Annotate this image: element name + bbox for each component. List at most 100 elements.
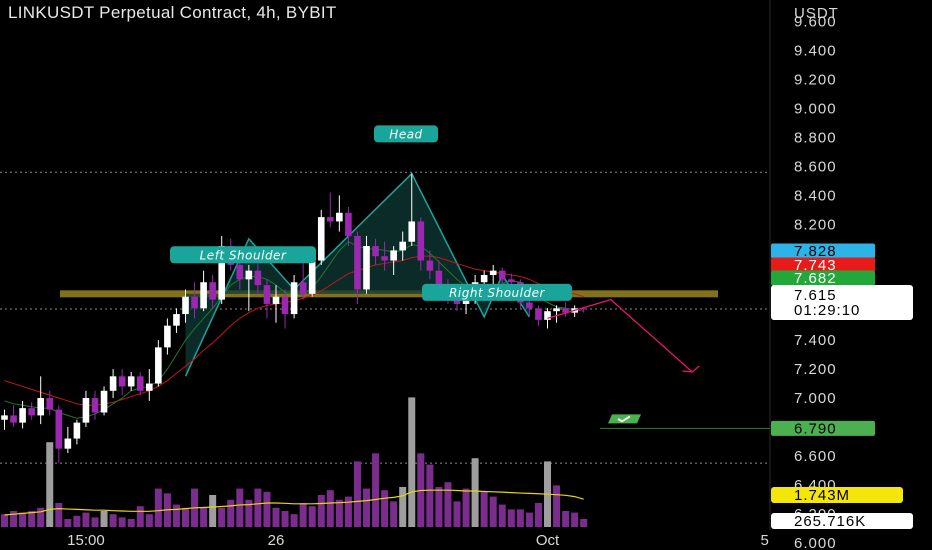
volume-bar	[426, 464, 434, 527]
candle-body	[28, 408, 35, 416]
candle-body	[526, 302, 533, 309]
candle-body	[553, 308, 560, 312]
volume-bar	[28, 511, 36, 527]
price-tag	[771, 270, 875, 286]
volume-tag	[771, 513, 913, 529]
volume-bar	[227, 499, 235, 527]
candle-body	[544, 311, 551, 320]
candle-body	[336, 212, 343, 222]
volume-bar	[399, 487, 407, 527]
candle-body	[535, 308, 542, 320]
time-tick: 15:00	[67, 532, 105, 549]
volume-bar	[372, 453, 380, 527]
volume-bar	[462, 488, 470, 527]
price-tick: 7.400	[794, 332, 837, 349]
candle-body	[91, 398, 99, 413]
volume-bar	[118, 517, 126, 527]
candle-body	[173, 314, 180, 326]
price-tick: 8.800	[794, 130, 837, 147]
candles	[1, 173, 587, 464]
candle-body	[245, 270, 253, 280]
volume-bar	[263, 491, 271, 527]
volume-bar	[435, 487, 443, 527]
projection-line	[547, 298, 693, 373]
volume-bar	[19, 512, 27, 527]
volume-bar	[363, 488, 370, 527]
candle-body	[390, 250, 397, 261]
candle-body	[73, 422, 81, 439]
candle-body	[100, 390, 108, 413]
candle-body	[580, 308, 587, 310]
candle-body	[417, 221, 425, 261]
volume-bar	[136, 506, 144, 527]
candle-body	[218, 246, 225, 300]
volume-bar	[326, 490, 334, 527]
current-price-tag	[771, 285, 913, 320]
volume-bar	[46, 442, 54, 527]
candle-body	[317, 217, 325, 261]
volume-ma-line	[4, 489, 584, 516]
volume-bar	[172, 504, 180, 527]
candle-body	[136, 376, 144, 391]
countdown-timer: 01:29:10	[794, 302, 860, 319]
candle-body	[345, 212, 352, 236]
price-tick: 9.400	[794, 43, 837, 60]
price-tag	[771, 243, 875, 259]
volume-bar	[507, 509, 515, 527]
candle-body	[155, 347, 162, 384]
volume-bar	[498, 504, 506, 527]
candle-body	[363, 246, 370, 290]
volume-bar	[308, 506, 316, 527]
price-tick: 7.200	[794, 361, 837, 378]
volume-bar	[100, 511, 108, 527]
candle-body	[254, 270, 262, 286]
candle-body	[1, 415, 8, 420]
pattern-label-text: Right Shoulder	[449, 286, 545, 300]
candle-body	[381, 256, 388, 261]
volume-bar	[408, 397, 416, 527]
price-tick: 6.000	[794, 535, 837, 550]
volume-bar	[200, 507, 208, 527]
price-tick: 8.200	[794, 216, 837, 233]
pattern-label: Head	[374, 125, 438, 143]
candle-body	[498, 270, 506, 280]
ma-fast-line	[4, 241, 584, 419]
volume-tag-value: 1.743M	[794, 487, 850, 504]
candle-body	[426, 260, 434, 271]
candle-body	[327, 217, 334, 222]
volume-bar	[73, 515, 81, 527]
candle-body	[435, 270, 443, 286]
candle-body	[263, 285, 271, 304]
chart-title: LINKUSDT Perpetual Contract, 4h, BYBIT	[8, 3, 337, 22]
candle-body	[562, 308, 569, 313]
volume-bar	[254, 488, 262, 527]
price-tick: 9.600	[794, 14, 837, 31]
volume-tag	[771, 487, 903, 503]
candle-body	[399, 241, 406, 251]
volume-bar	[245, 499, 253, 527]
volume-bar	[381, 490, 389, 527]
volume-bar	[272, 507, 280, 527]
volume-bar	[444, 482, 452, 527]
volume-bar	[145, 514, 153, 527]
candle-body	[272, 296, 280, 304]
volume-bar	[10, 511, 18, 527]
price-tag-value: 7.828	[794, 243, 837, 260]
volume-bar	[1, 514, 8, 527]
volume-bar	[290, 514, 298, 527]
price-tick: 6.600	[794, 448, 837, 465]
pattern-label: Right Shoulder	[422, 283, 572, 301]
candle-body	[462, 299, 470, 304]
volume-tag-value: 265.716K	[794, 513, 866, 530]
volume-bar	[55, 503, 63, 527]
candle-body	[127, 376, 135, 387]
pattern-label: Left Shoulder	[170, 246, 316, 264]
volume-bar	[317, 495, 325, 527]
projection-arrowhead	[682, 365, 700, 373]
volume-bar	[480, 491, 488, 527]
volume-bar	[154, 488, 162, 527]
volume-bar	[525, 512, 533, 527]
volume-bar	[471, 458, 479, 527]
volume-bar	[335, 499, 343, 527]
